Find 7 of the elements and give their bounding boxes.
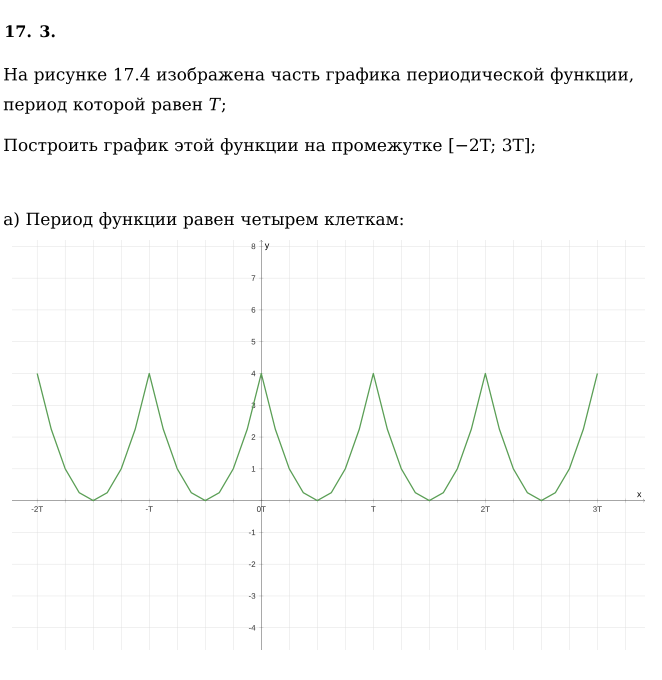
y-axis-title: y <box>264 244 270 250</box>
text: а) Период функции равен четырем клеткам: <box>4 212 403 229</box>
text: На рисунке 17.4 изображена часть графика периодической функции, период которой равен T; <box>4 67 633 114</box>
x-axis-title: x <box>637 492 642 498</box>
text: Построить график этой функции на промежутке [−2T; 3T]; <box>4 138 534 155</box>
line-series <box>36 372 598 502</box>
chart-title: 17. 3. <box>6 25 55 38</box>
